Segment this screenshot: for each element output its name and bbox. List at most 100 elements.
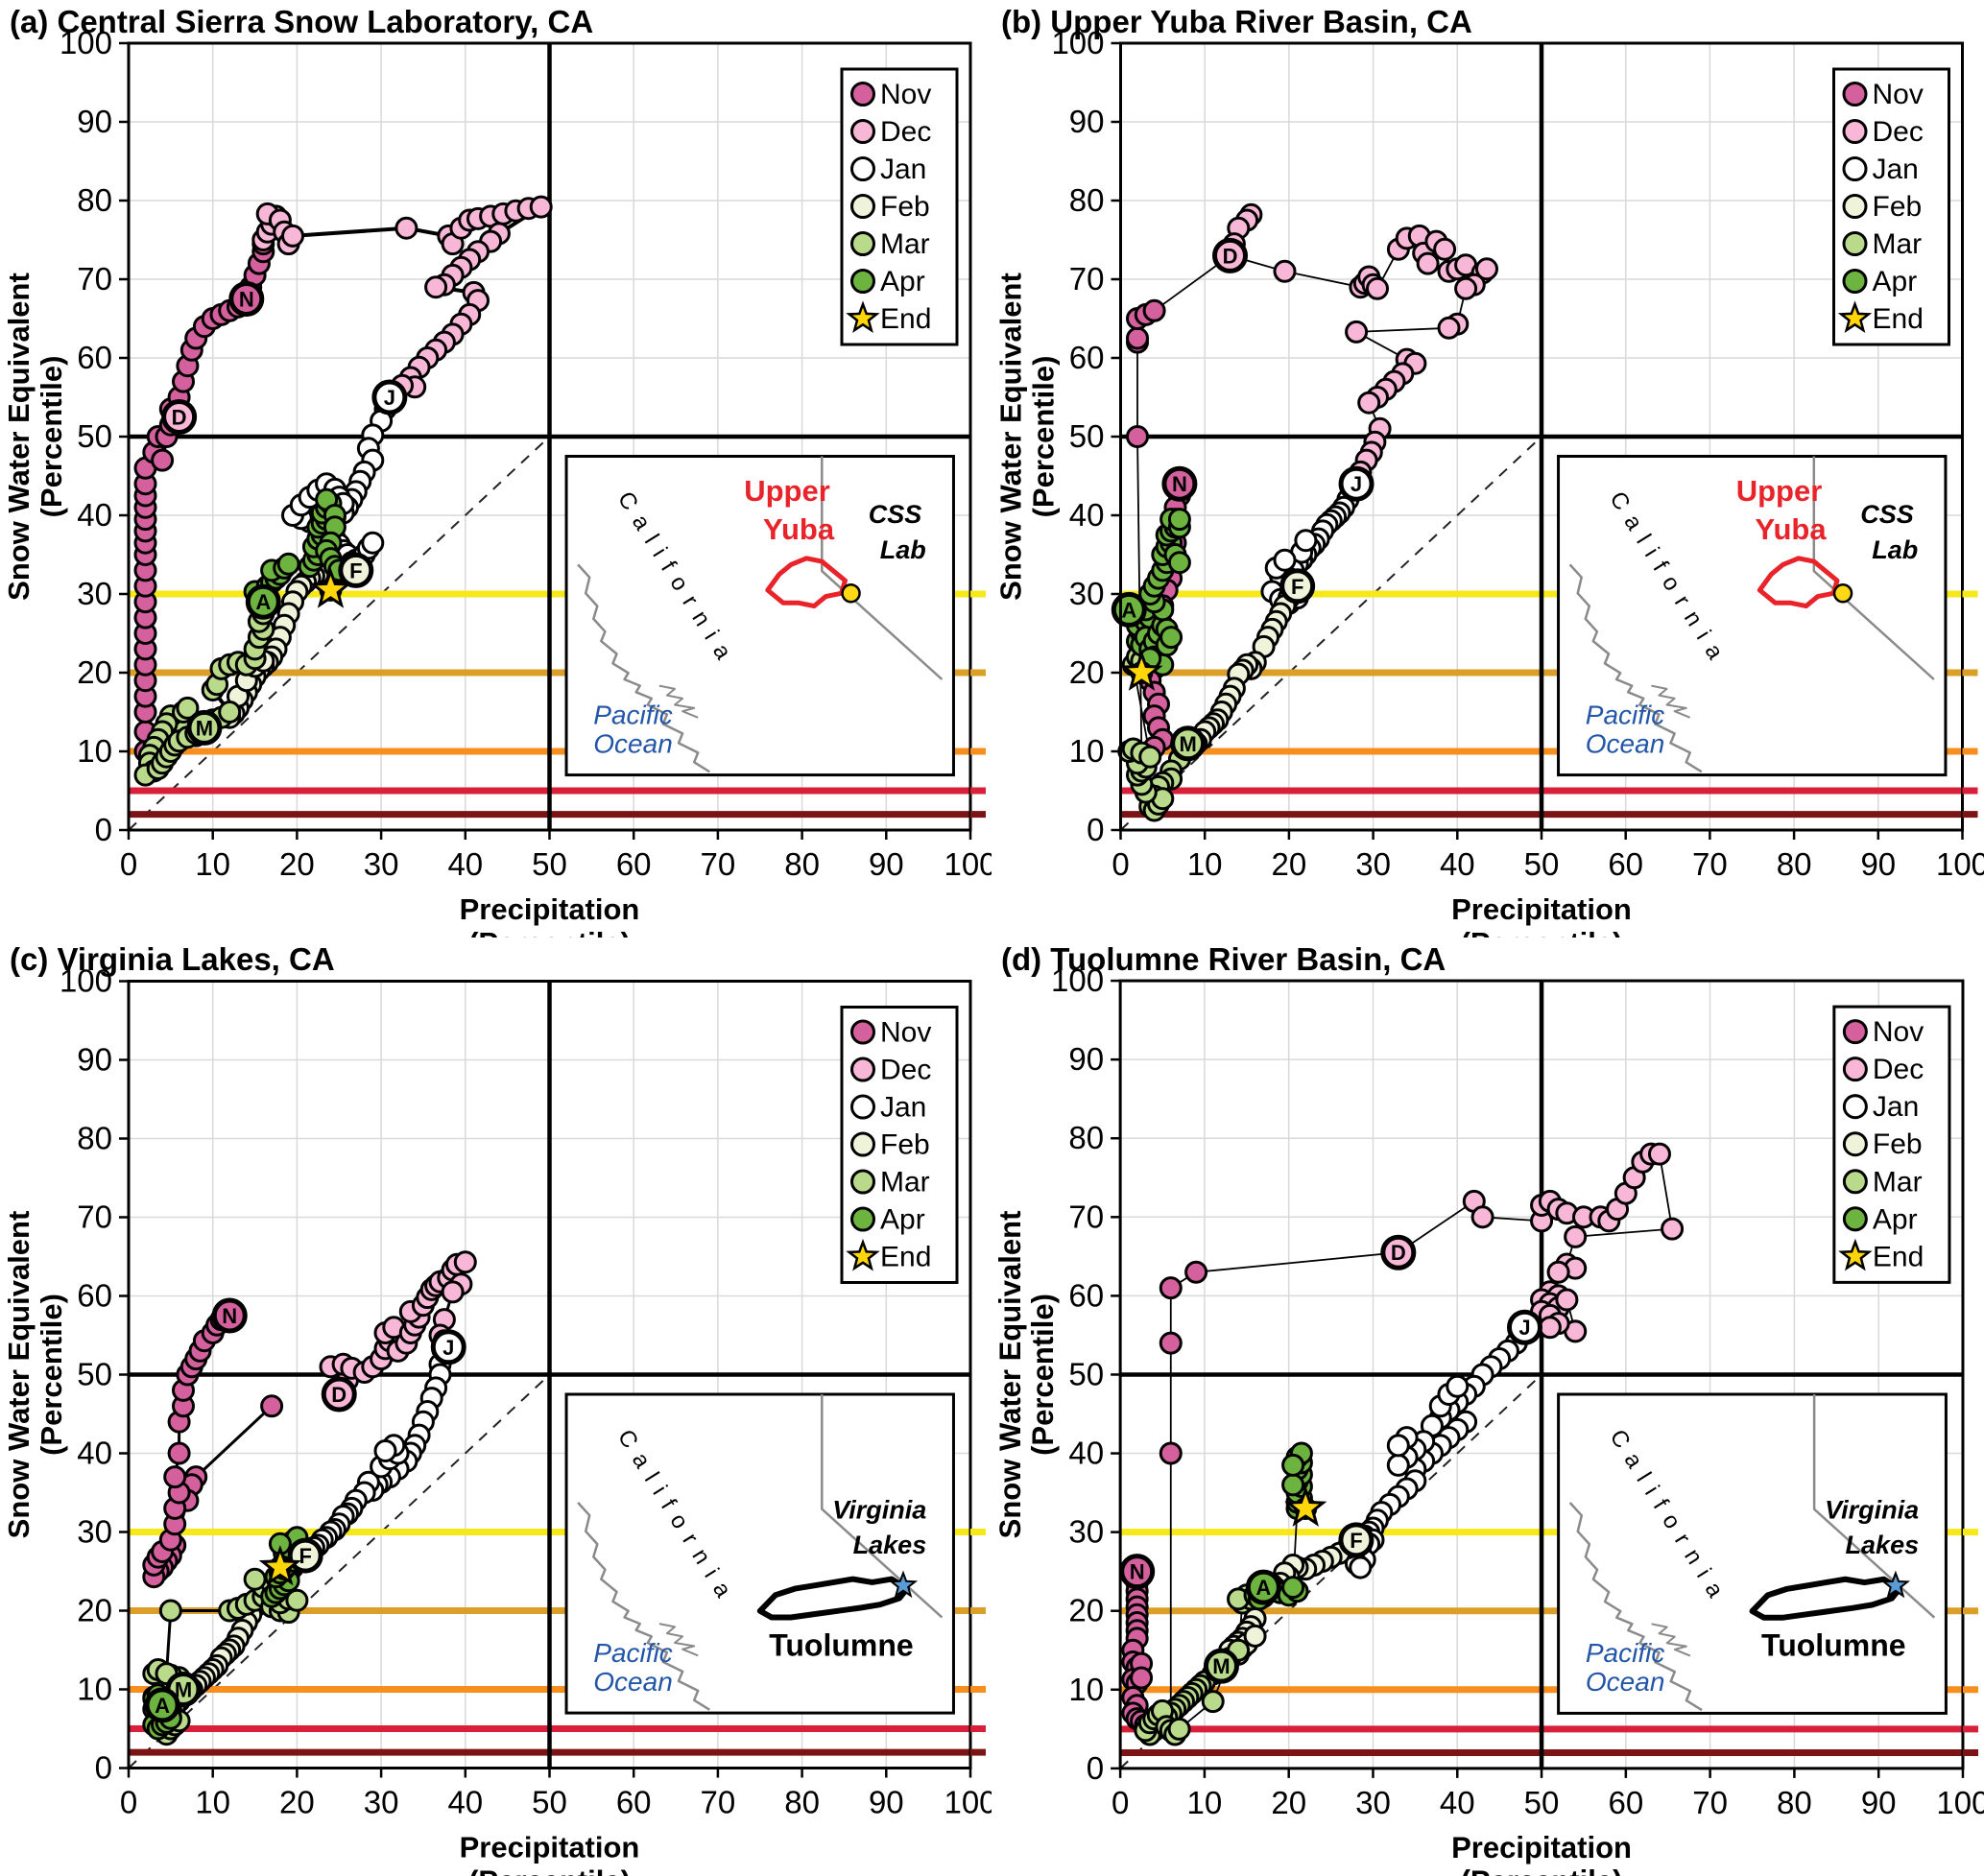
data-point-mar — [243, 1567, 267, 1591]
x-tick-label: 80 — [784, 1785, 820, 1820]
y-axis-title: Snow Water Equivalent — [2, 273, 36, 601]
y-tick-label: 10 — [1069, 733, 1105, 769]
drought-label-d4: D4 — [1983, 800, 1984, 832]
x-axis-title: Precipitation — [1451, 892, 1632, 926]
legend-label-jan: Jan — [1873, 154, 1919, 185]
y-tick-label: 0 — [1087, 1750, 1104, 1786]
data-point-dec — [1433, 237, 1457, 261]
ocean-label: Pacific — [593, 700, 672, 729]
site-dot — [1832, 583, 1853, 604]
month-marker-letter-J: J — [384, 386, 395, 410]
site-star-icon — [1880, 1570, 1911, 1599]
legend-label-nov: Nov — [880, 79, 931, 110]
ocean-label: Ocean — [1586, 1667, 1665, 1697]
x-tick-label: 100 — [1936, 1785, 1984, 1820]
y-tick-label: 60 — [77, 340, 112, 375]
data-point-nov — [1130, 1666, 1154, 1690]
legend-swatch-apr — [1842, 1206, 1868, 1232]
data-point-dec — [1366, 276, 1389, 300]
site-label: CSS — [869, 500, 922, 529]
y-tick-label: 100 — [1051, 962, 1104, 998]
inset-map-frame — [564, 1392, 955, 1715]
legend-label-jan: Jan — [880, 154, 926, 185]
site-label: CSS — [1860, 500, 1914, 529]
california-coastline — [577, 1502, 710, 1711]
data-point-mar — [158, 1599, 182, 1623]
legend-label-jan: Jan — [1873, 1091, 1919, 1123]
one-to-one-dashed-line — [128, 1373, 551, 1769]
y-tick-label: 90 — [1068, 1041, 1104, 1077]
ocean-label: Pacific — [593, 1638, 672, 1668]
y-tick-label: 0 — [95, 1750, 112, 1786]
x-tick-label: 50 — [532, 846, 567, 882]
data-point-nov — [167, 1441, 191, 1465]
data-point-dec — [1454, 276, 1478, 300]
y-tick-label: 100 — [60, 963, 112, 999]
legend-swatch-mar — [850, 1169, 875, 1195]
x-tick-label: 0 — [1112, 1785, 1129, 1820]
x-tick-label: 10 — [195, 1785, 230, 1820]
site-label: Lab — [1872, 535, 1918, 564]
drought-label-d2: D2 — [991, 1675, 992, 1707]
data-point-apr — [276, 552, 300, 576]
y-tick-label: 50 — [1069, 418, 1105, 454]
month-marker-F — [338, 552, 374, 588]
y-tick-label: 70 — [1068, 1199, 1104, 1234]
drought-label-d0: D0 — [1983, 580, 1984, 611]
legend-label-end: End — [1873, 303, 1924, 335]
panel-d-title: (d) Tuolumne River Basin, CA — [1001, 941, 1446, 977]
y-tick-label: 50 — [1068, 1356, 1104, 1391]
y-tick-label: 30 — [77, 1514, 112, 1550]
x-tick-label: 90 — [869, 846, 904, 882]
drought-label-d4: D4 — [991, 1738, 992, 1769]
x-tick-label: 30 — [364, 846, 399, 882]
sf-bay-outline — [658, 1623, 699, 1657]
month-marker-letter-M: M — [175, 1678, 192, 1702]
x-axis-title: (Percentile) — [1461, 1864, 1623, 1876]
data-point-nov — [260, 1394, 284, 1418]
month-marker-F — [1338, 1522, 1374, 1558]
month-marker-N — [1119, 1554, 1156, 1590]
data-point-dec — [1647, 1142, 1671, 1166]
data-point-jan — [1273, 548, 1297, 572]
legend-label-feb: Feb — [1873, 191, 1923, 223]
legend-swatch-dec — [1842, 119, 1868, 144]
data-point-apr — [1281, 1453, 1305, 1477]
x-tick-label: 60 — [616, 846, 652, 882]
y-tick-label: 20 — [1069, 654, 1105, 690]
y-tick-label: 30 — [1069, 576, 1105, 611]
drought-label-d0: D0 — [991, 1518, 992, 1550]
y-tick-label: 80 — [77, 1121, 112, 1156]
drought-label-d3: D3 — [1983, 1715, 1984, 1746]
end-star-icon — [1284, 1485, 1327, 1527]
x-tick-label: 20 — [1272, 846, 1307, 882]
x-tick-label: 0 — [120, 1785, 137, 1820]
month-marker-D — [1212, 237, 1249, 273]
legend-label-end: End — [880, 303, 931, 335]
drought-label-d2: D2 — [991, 737, 992, 769]
y-tick-label: 40 — [77, 497, 112, 533]
month-marker-letter-N: N — [1172, 472, 1187, 496]
x-tick-label: 80 — [1777, 846, 1812, 882]
x-tick-label: 90 — [869, 1785, 904, 1820]
region-label: Tuolumne — [769, 1627, 914, 1662]
month-marker-letter-J: J — [1351, 472, 1362, 496]
y-tick-label: 50 — [77, 418, 112, 454]
drought-label-d1: D1 — [1983, 658, 1984, 690]
data-point-dec — [1475, 257, 1498, 281]
y-tick-label: 40 — [1069, 497, 1105, 533]
end-star-icon — [1120, 650, 1163, 691]
y-axis-title: (Percentile) — [35, 1294, 68, 1456]
y-tick-label: 0 — [1087, 812, 1104, 847]
drought-label-d4: D4 — [991, 800, 992, 832]
y-tick-label: 10 — [1068, 1672, 1104, 1707]
month-marker-letter-F: F — [1291, 575, 1303, 599]
region-label: Yuba — [763, 512, 835, 546]
data-point-nov — [1126, 326, 1149, 350]
legend-swatch-apr — [1842, 269, 1868, 294]
data-point-dec — [1437, 316, 1461, 340]
site-label: Virginia — [832, 1496, 926, 1525]
legend-label-end: End — [880, 1242, 931, 1273]
legend-label-apr: Apr — [880, 1204, 925, 1236]
